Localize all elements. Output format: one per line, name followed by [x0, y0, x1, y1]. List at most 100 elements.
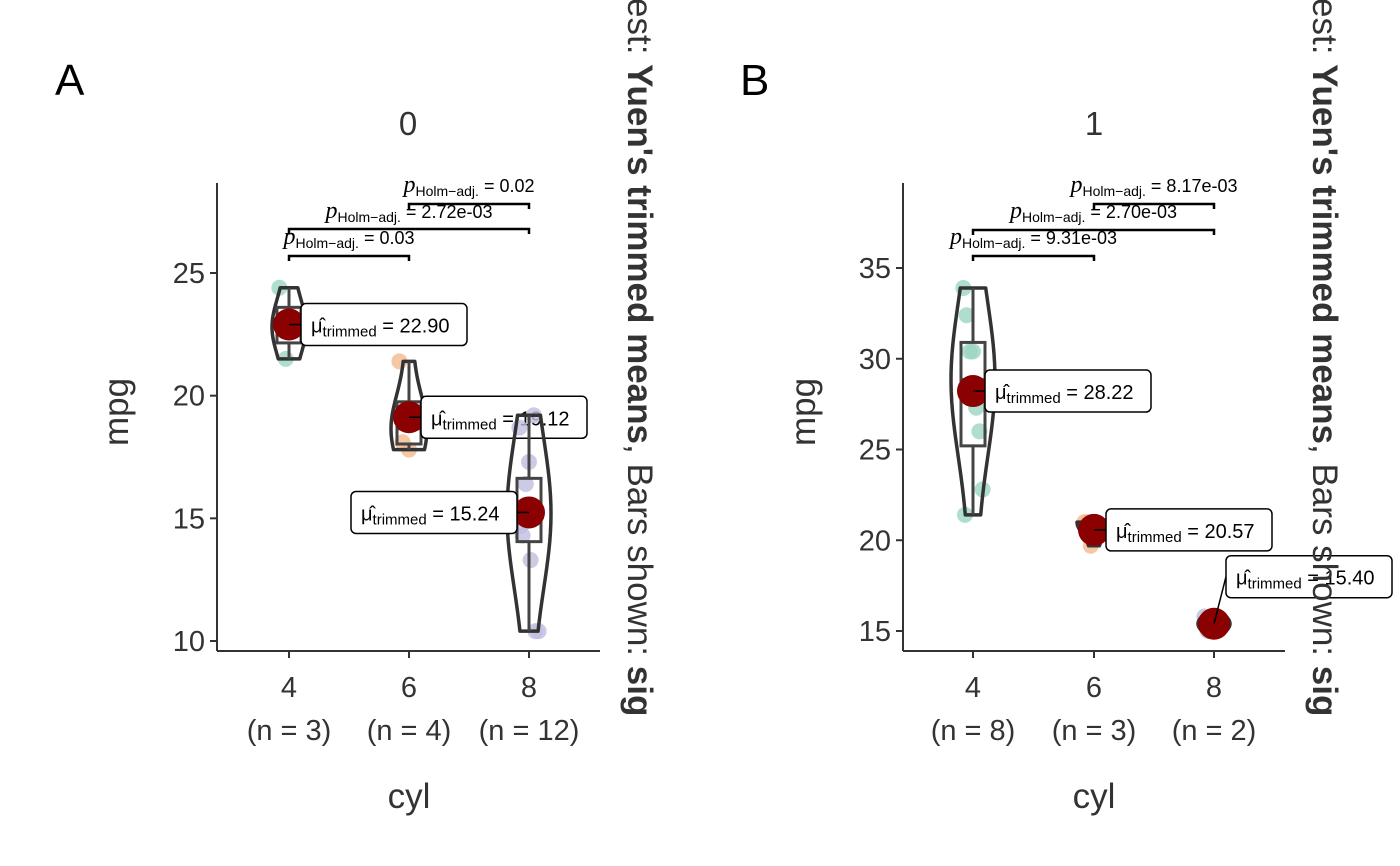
y-axis-title: mpg	[97, 378, 136, 446]
y-tick-label: 10	[173, 626, 205, 658]
x-tick-label: 6	[1086, 672, 1102, 704]
data-point	[958, 307, 975, 324]
caption-text: est: Yuen's trimmed means, Bars shown: s…	[620, 0, 659, 716]
bracket-label: pHolm−adj. = 0.03	[282, 224, 415, 251]
bracket-label: pHolm−adj. = 2.70e-03	[1008, 198, 1177, 225]
data-point	[522, 552, 539, 569]
p-subscript: Holm−adj.	[338, 209, 401, 225]
significance-bracket: pHolm−adj. = 2.72e-03	[287, 198, 531, 234]
p-value: = 0.02	[479, 176, 535, 196]
p-value: = 0.03	[359, 228, 415, 248]
bracket-line	[407, 202, 531, 209]
group-cyl-4: μ̂trimmed = 22.90	[270, 279, 468, 367]
bracket-line	[971, 254, 1096, 261]
violin-outline	[505, 413, 553, 633]
p-symbol: p	[1008, 198, 1022, 224]
caption-bars: sig	[620, 666, 659, 717]
mu-subscript: trimmed	[1128, 529, 1182, 546]
mean-label-box	[420, 395, 588, 440]
caption-text: est: Yuen's trimmed means, Bars shown: s…	[1305, 0, 1344, 716]
panel-b: B 1 15 20 25 30 35 mpg 4 (n = 8) 6 (n = 3) 8 (n = 2) c…	[740, 0, 1393, 816]
x-tick-n-label: (n = 12)	[479, 715, 580, 747]
x-tick-n-label: (n = 2)	[1172, 715, 1257, 747]
mean-label-text: μ̂trimmed = 15.24	[361, 503, 500, 528]
data-point	[517, 475, 534, 492]
mean-label-box	[300, 302, 468, 347]
mean-label-text: μ̂trimmed = 20.57	[1116, 521, 1255, 546]
group-cyl-8: μ̂trimmed = 15.40	[1196, 554, 1393, 640]
x-tick-n-label: (n = 4)	[367, 715, 452, 747]
panel-title: 1	[1085, 105, 1103, 142]
mu-subscript: trimmed	[1007, 390, 1061, 407]
label-connector	[1213, 576, 1227, 624]
p-subscript: Holm−adj.	[962, 235, 1025, 251]
bracket-label: pHolm−adj. = 9.31e-03	[948, 224, 1117, 251]
caption-test-name: Yuen's trimmed means	[1305, 64, 1344, 444]
bracket-label: pHolm−adj. = 8.17e-03	[1069, 172, 1238, 199]
p-value: = 8.17e-03	[1146, 176, 1238, 196]
group-cyl-6: μ̂trimmed = 20.57	[1075, 508, 1273, 554]
group-cyl-4: μ̂trimmed = 28.22	[949, 279, 1152, 523]
y-tick-label: 20	[173, 381, 205, 413]
bracket-line	[287, 254, 411, 261]
mu-subscript: trimmed	[1248, 576, 1302, 593]
caption-prefix: est:	[620, 0, 659, 64]
group-cyl-6: μ̂trimmed = 19.12	[389, 353, 588, 458]
mean-label-box	[984, 369, 1152, 413]
x-tick-label: 4	[281, 672, 297, 704]
mean-value: = 28.22	[1061, 382, 1134, 404]
x-tick-label: 8	[521, 672, 537, 704]
caption-mid: , Bars shown:	[620, 444, 659, 666]
p-subscript: Holm−adj.	[1022, 209, 1085, 225]
x-tick-label: 6	[401, 672, 417, 704]
mean-value: = 22.90	[377, 316, 450, 338]
group-cyl-8: μ̂trimmed = 15.24	[350, 407, 553, 640]
x-tick-label: 4	[965, 672, 981, 704]
mean-value: = 15.40	[1302, 568, 1375, 590]
caption-bars: sig	[1305, 666, 1344, 717]
bracket-line	[971, 228, 1216, 235]
p-symbol: p	[1069, 172, 1083, 198]
y-tick-label: 25	[173, 258, 205, 290]
significance-bracket: pHolm−adj. = 0.02	[402, 172, 535, 209]
mu-subscript: trimmed	[323, 324, 377, 341]
mu-subscript: trimmed	[373, 511, 427, 528]
p-subscript: Holm−adj.	[1083, 183, 1146, 199]
p-value: = 9.31e-03	[1025, 228, 1117, 248]
p-value: = 2.70e-03	[1085, 202, 1177, 222]
panel-title: 0	[399, 105, 417, 142]
y-tick-label: 15	[173, 503, 205, 535]
data-point	[965, 343, 981, 360]
data-point	[971, 423, 988, 440]
bracket-label: pHolm−adj. = 0.02	[402, 172, 535, 199]
mean-label-text: μ̂trimmed = 28.22	[995, 382, 1134, 407]
x-tick-n-label: (n = 3)	[1052, 715, 1137, 747]
mean-value: = 15.24	[427, 503, 500, 525]
p-symbol: p	[948, 224, 962, 250]
mu-subscript: trimmed	[443, 416, 497, 433]
violin-outline	[949, 286, 997, 517]
bracket-label: pHolm−adj. = 2.72e-03	[324, 198, 493, 225]
p-subscript: Holm−adj.	[416, 183, 479, 199]
y-tick-label: 15	[859, 616, 891, 648]
mean-label-text: μ̂trimmed = 22.90	[311, 316, 450, 341]
significance-bracket: pHolm−adj. = 9.31e-03	[948, 224, 1117, 261]
significance-bracket: pHolm−adj. = 8.17e-03	[1069, 172, 1238, 209]
caption-mid: , Bars shown:	[1305, 444, 1344, 666]
p-symbol: p	[324, 198, 338, 224]
panel-a: A 0 10 15 20 25 mpg 4 (n = 3) 6 (n = 4) 8 (n = 12) cy…	[55, 0, 659, 816]
panel-tag: B	[740, 56, 769, 105]
y-tick-label: 30	[859, 344, 891, 376]
p-symbol: p	[402, 172, 416, 198]
x-tick-label: 8	[1206, 672, 1222, 704]
p-symbol: p	[282, 224, 296, 250]
y-tick-label: 25	[859, 435, 891, 467]
x-tick-n-label: (n = 3)	[247, 715, 332, 747]
caption-prefix: est:	[1305, 0, 1344, 64]
y-tick-label: 35	[859, 253, 891, 285]
significance-bracket: pHolm−adj. = 2.70e-03	[971, 198, 1216, 235]
mean-value: = 20.57	[1182, 521, 1255, 543]
panel-tag: A	[55, 56, 85, 105]
p-subscript: Holm−adj.	[296, 235, 359, 251]
